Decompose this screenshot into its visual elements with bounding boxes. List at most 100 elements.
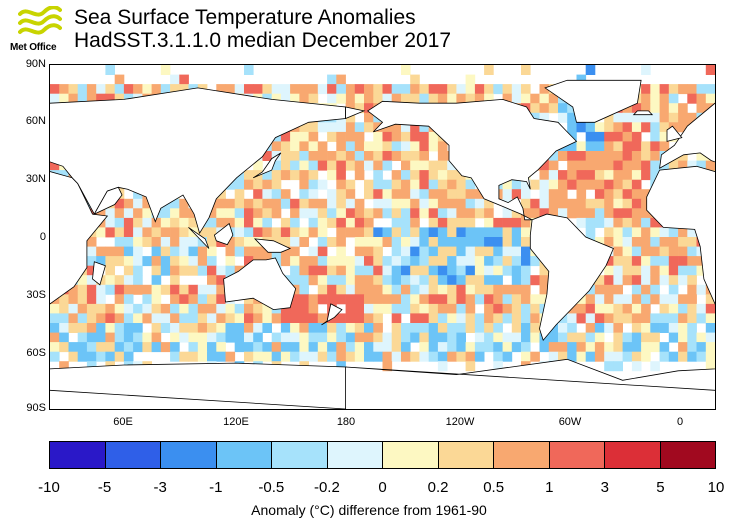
anomaly-cell — [290, 332, 300, 343]
anomaly-cell — [123, 265, 134, 276]
anomaly-cell — [696, 284, 707, 295]
anomaly-cell — [484, 323, 494, 333]
anomaly-cell — [631, 265, 642, 276]
anomaly-cell — [456, 332, 466, 343]
anomaly-cell — [299, 151, 309, 161]
anomaly-cell — [456, 198, 466, 209]
anomaly-cell — [687, 265, 697, 276]
land-africa — [50, 171, 109, 305]
anomaly-cell — [327, 284, 337, 295]
lat-label: 60S — [26, 347, 46, 359]
logo-text: Met Office — [10, 42, 57, 53]
anomaly-cell — [151, 265, 162, 276]
anomaly-cell — [502, 303, 513, 314]
colorbar-swatch — [327, 442, 383, 468]
lat-label: 0 — [39, 231, 46, 243]
anomaly-cell — [170, 198, 180, 209]
land-antarctica — [50, 362, 347, 409]
anomaly-cell — [336, 342, 346, 353]
anomaly-cell — [576, 141, 587, 152]
anomaly-cell — [142, 198, 152, 209]
anomaly-cell — [502, 237, 513, 247]
anomaly-cell — [207, 332, 217, 343]
lat-label: 90S — [26, 402, 46, 414]
anomaly-cell — [382, 284, 393, 295]
anomaly-cell — [419, 151, 429, 161]
anomaly-cell — [650, 227, 660, 238]
anomaly-cell — [114, 275, 125, 286]
anomaly-cell — [511, 179, 522, 190]
anomaly-cell — [456, 246, 466, 257]
anomaly-cell — [68, 284, 79, 295]
anomaly-cell — [474, 256, 485, 267]
anomaly-cell — [327, 74, 337, 85]
anomaly-cell — [77, 303, 88, 314]
anomaly-cell — [705, 361, 715, 372]
anomaly-cell — [68, 303, 79, 314]
anomaly-cell — [244, 217, 254, 228]
anomaly-cell — [114, 237, 125, 247]
lon-label: 0 — [676, 416, 684, 428]
anomaly-cell — [271, 93, 282, 104]
anomaly-cell — [622, 179, 633, 190]
anomaly-cell — [234, 313, 245, 324]
anomaly-cell — [594, 275, 605, 286]
anomaly-cell — [631, 160, 642, 171]
anomaly-cell — [696, 256, 707, 267]
anomaly-cell — [641, 160, 651, 171]
anomaly-cell — [96, 303, 106, 314]
anomaly-cell — [502, 294, 513, 305]
anomaly-cell — [502, 227, 513, 238]
anomaly-cell — [558, 179, 568, 190]
land-sumatra — [188, 227, 210, 249]
anomaly-cell — [308, 170, 319, 181]
anomaly-cell — [77, 284, 88, 295]
anomaly-cell — [354, 151, 365, 161]
anomaly-cell — [696, 160, 707, 171]
anomaly-cell — [401, 131, 411, 142]
anomaly-cell — [336, 84, 346, 95]
anomaly-cell — [631, 141, 642, 152]
land-arabiaFix — [93, 186, 123, 215]
anomaly-cell — [410, 84, 420, 95]
anomaly-cell — [641, 217, 651, 228]
anomaly-cell — [447, 303, 457, 314]
anomaly-cell — [373, 265, 383, 276]
anomaly-cell — [659, 122, 670, 133]
anomaly-cell — [419, 294, 429, 305]
anomaly-cell — [585, 294, 596, 305]
anomaly-cell — [96, 313, 106, 324]
colorbar-swatch — [272, 442, 328, 468]
anomaly-cell — [641, 332, 651, 343]
anomaly-cell — [410, 131, 420, 142]
anomaly-cell — [234, 179, 245, 190]
anomaly-cell — [170, 84, 180, 95]
anomaly-cell — [105, 342, 115, 353]
anomaly-cell — [308, 160, 319, 171]
anomaly-cell — [160, 217, 171, 228]
anomaly-cell — [345, 84, 356, 95]
anomaly-cell — [382, 275, 393, 286]
anomaly-cell — [142, 217, 152, 228]
anomaly-cell — [50, 303, 60, 314]
anomaly-cell — [558, 342, 568, 353]
anomaly-cell — [354, 256, 365, 267]
anomaly-cell — [197, 246, 208, 257]
anomaly-cell — [336, 227, 346, 238]
anomaly-cell — [179, 313, 189, 324]
anomaly-cell — [613, 313, 623, 324]
land-eurasia — [50, 87, 347, 235]
anomaly-cell — [317, 237, 328, 247]
anomaly-cell — [382, 141, 393, 152]
anomaly-cell — [558, 323, 568, 333]
anomaly-cell — [539, 275, 550, 286]
anomaly-cell — [290, 313, 300, 324]
anomaly-cell — [68, 84, 79, 95]
anomaly-cell — [170, 208, 180, 219]
map-canvas — [50, 65, 715, 409]
anomaly-cell — [613, 122, 623, 133]
anomaly-cell — [345, 265, 356, 276]
anomaly-cell — [50, 313, 60, 324]
anomaly-cell — [428, 342, 439, 353]
anomaly-cell — [604, 256, 614, 267]
